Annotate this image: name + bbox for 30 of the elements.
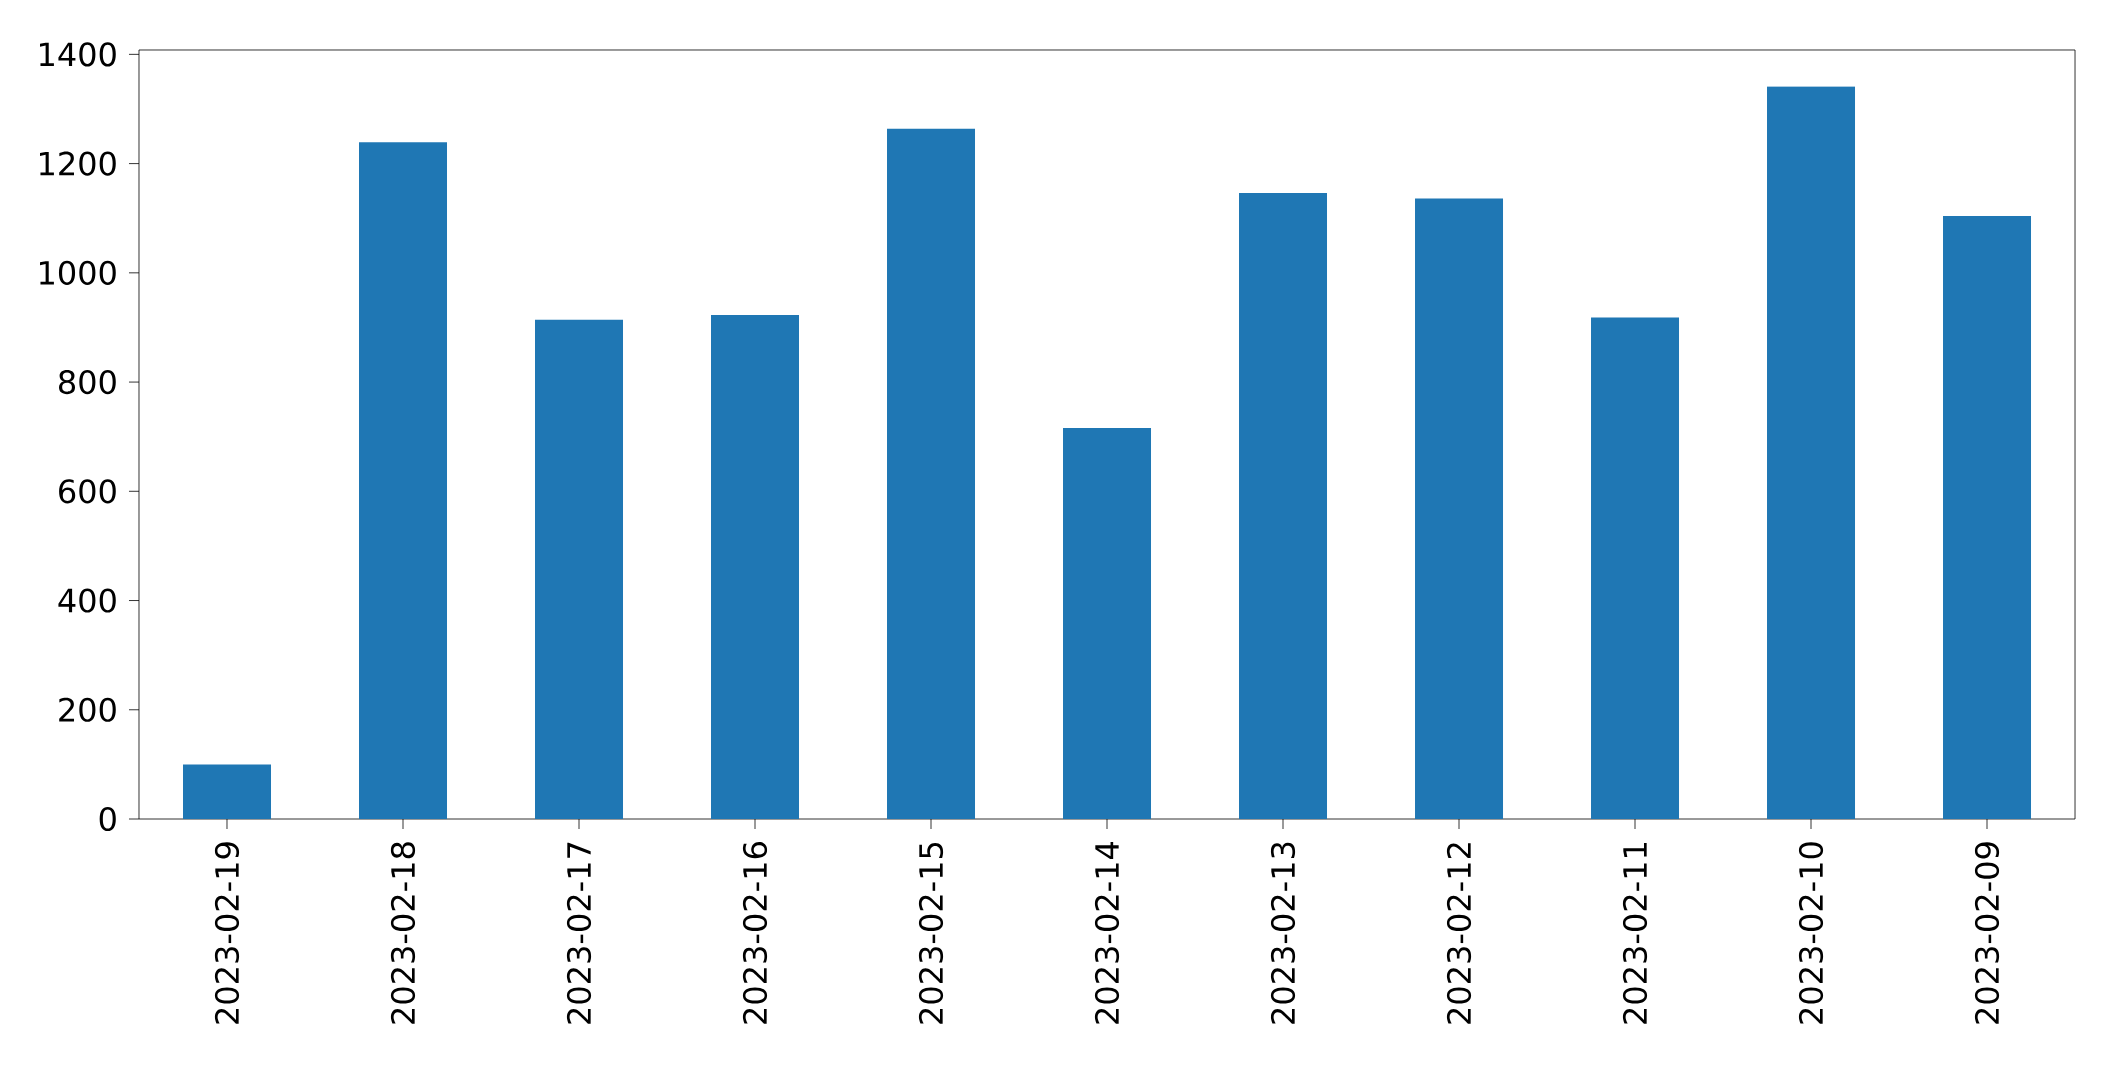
y-tick-label: 1400 bbox=[40, 42, 116, 67]
y-tick-label: 600 bbox=[59, 479, 116, 504]
x-tick-label: 2023-02-10 bbox=[1798, 842, 1824, 1024]
bar bbox=[1943, 216, 2032, 819]
bar bbox=[711, 314, 800, 819]
bar bbox=[1591, 317, 1680, 819]
bar bbox=[1063, 427, 1152, 819]
x-tick-label: 2023-02-13 bbox=[1270, 842, 1296, 1024]
x-tick-label: 2023-02-19 bbox=[214, 842, 240, 1024]
x-tick-label: 2023-02-15 bbox=[918, 842, 944, 1024]
x-tick-label: 2023-02-14 bbox=[1094, 841, 1120, 1024]
x-tick-label: 2023-02-18 bbox=[390, 842, 416, 1024]
bar bbox=[359, 142, 448, 819]
bar bbox=[1415, 198, 1504, 819]
bar bbox=[183, 764, 271, 819]
bar bbox=[1239, 193, 1328, 819]
y-tick-label: 0 bbox=[99, 806, 116, 832]
x-tick-label: 2023-02-09 bbox=[1974, 842, 2000, 1024]
bar bbox=[887, 128, 976, 819]
bar bbox=[535, 319, 624, 819]
y-tick-label: 400 bbox=[58, 588, 116, 613]
bar bbox=[1767, 86, 1856, 819]
y-tick-label: 200 bbox=[59, 697, 116, 722]
y-tick-label: 1000 bbox=[40, 260, 116, 285]
x-tick-label: 2023-02-17 bbox=[566, 842, 592, 1024]
x-tick-label: 2023-02-16 bbox=[742, 842, 768, 1024]
x-tick-label: 2023-02-11 bbox=[1622, 843, 1648, 1024]
y-tick-label: 800 bbox=[59, 369, 116, 395]
y-tick-label: 1200 bbox=[40, 151, 116, 176]
x-tick-label: 2023-02-12 bbox=[1446, 843, 1472, 1024]
